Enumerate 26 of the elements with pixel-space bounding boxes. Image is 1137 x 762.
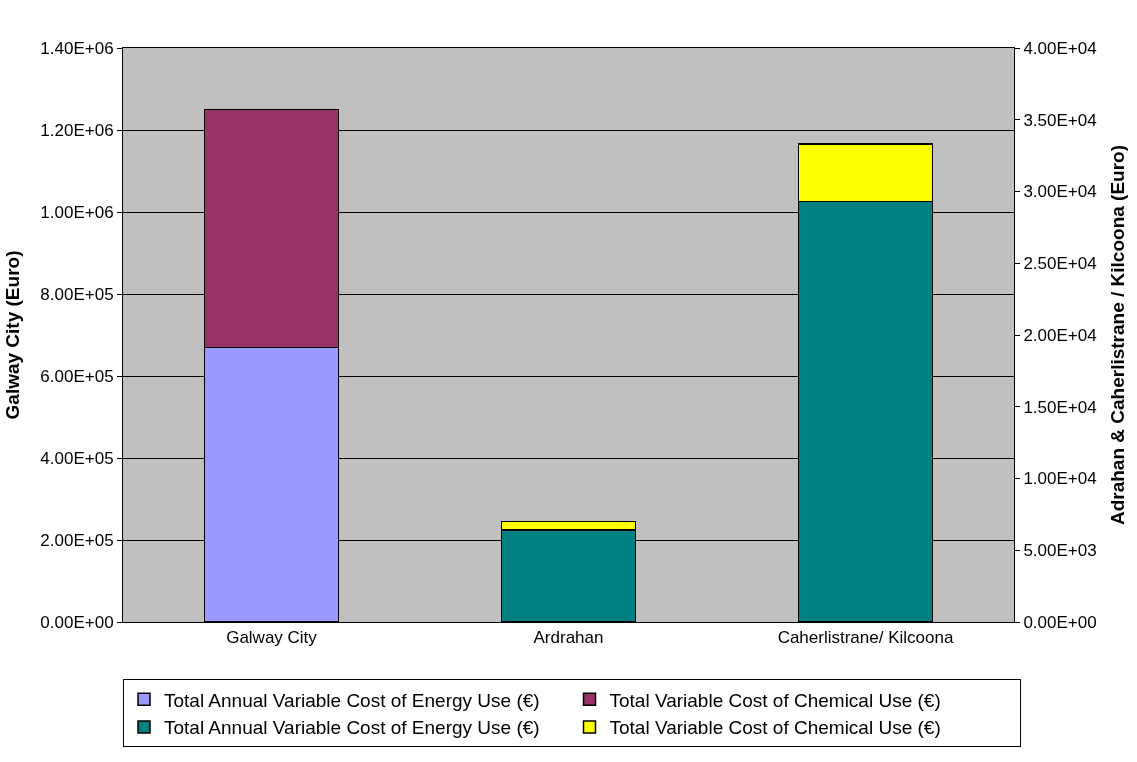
y-axis-title: Galway City (Euro)	[2, 250, 24, 420]
legend-label: Total Annual Variable Cost of Energy Use (€)	[164, 717, 540, 739]
x-tick-label: Ardrahan	[533, 628, 604, 648]
legend-label: Total Variable Cost of Chemical Use (€)	[609, 689, 941, 711]
y2-tick-label: 1.50E+04	[1023, 397, 1097, 417]
y-tick-label: 1.00E+06	[40, 202, 114, 222]
legend-label: Total Variable Cost of Chemical Use (€)	[609, 717, 941, 739]
y2-tick-label: 2.00E+04	[1023, 325, 1097, 345]
y2-tick-label: 4.00E+04	[1023, 38, 1097, 58]
y2-tick-label: 1.00E+04	[1023, 469, 1097, 489]
y2-tick-label: 5.00E+03	[1023, 541, 1097, 561]
y-tick-label: 1.20E+06	[40, 120, 114, 140]
y-tick-label: 2.00E+05	[40, 530, 114, 550]
y-tick-label: 1.40E+06	[40, 38, 114, 58]
y2-tick-label: 2.50E+04	[1023, 254, 1097, 274]
y2-axis-title: Adrahan & Caherlistrane / Kilcoona (Euro)	[1107, 144, 1129, 526]
legend-label: Total Annual Variable Cost of Energy Use (€)	[164, 689, 540, 711]
y2-tick-label: 3.00E+04	[1023, 182, 1097, 202]
y2-tick-label: 0.00E+00	[1023, 612, 1097, 632]
y2-tick-label: 3.50E+04	[1023, 110, 1097, 130]
y-tick-label: 6.00E+05	[40, 366, 114, 386]
y-tick-label: 4.00E+05	[40, 448, 114, 468]
y-tick-label: 0.00E+00	[40, 612, 114, 632]
x-tick-label: Galway City	[226, 628, 318, 648]
x-tick-label: Caherlistrane/ Kilcoona	[777, 628, 954, 648]
y-tick-label: 8.00E+05	[40, 284, 114, 304]
